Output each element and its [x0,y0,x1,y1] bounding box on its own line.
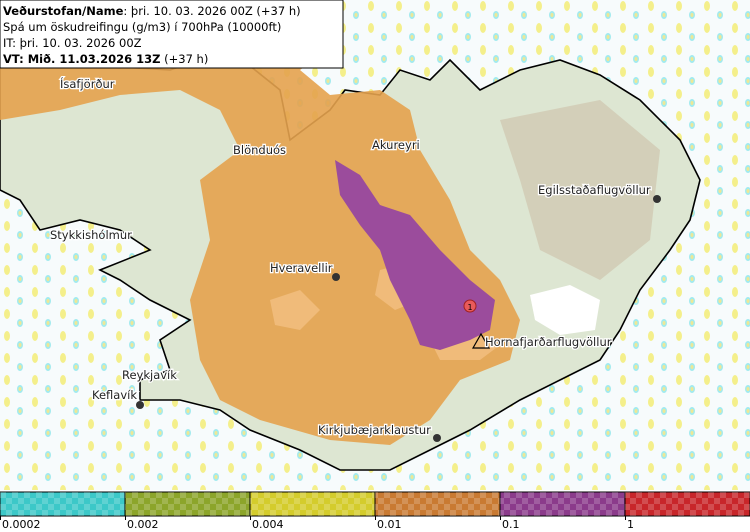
place-name: Blönduós [233,143,286,157]
place-name: Keflavík [92,388,137,402]
place-name: Egilsstaðaflugvöllur [538,183,651,197]
highland [500,100,660,280]
source: Veðurstofan/Name [3,4,124,18]
colorbar-checker [625,492,750,516]
place-name: Reykjavík [122,368,177,382]
colorbar-checker [0,492,125,516]
header-box [0,0,344,69]
colorbar-checker [375,492,500,516]
ash-orange [0,0,520,445]
places: Ísafjörður Blönduós Akureyri Egilsstaðaflug… [49,75,661,442]
header-line: Veðurstofan/Name: þri. 10. 03. 2026 00Z … [3,4,301,18]
place-dot [332,273,340,281]
volcano [471,332,491,349]
valid-offset: (+37 h) [160,52,208,66]
colorbar-tick-label: 0.002 [127,518,159,531]
colorbar-checker [125,492,250,516]
colorbar-tick-label: 0.0002 [2,518,41,531]
place-name: Hornafjarðarflugvöllur [485,335,612,349]
place-dot [653,195,661,203]
volcano-icon [471,332,491,349]
place-name: Stykkishólmur [50,228,132,242]
colorbar-tick-label: 0.01 [377,518,402,531]
colorbar: 0.0002 0.002 0.004 0.01 0.1 1 [0,491,750,531]
volcano-label: 1 [467,303,472,312]
header-line: VT: Mið. 11.03.2026 13Z (+37 h) [3,52,208,66]
ash-purple [335,160,495,350]
colorbar-checker [250,492,375,516]
ash-light [270,262,500,360]
volcano-marker [463,299,477,313]
glacier [530,285,600,335]
place-dot [136,401,144,409]
run: : þri. 10. 03. 2026 00Z (+37 h) [123,4,300,18]
valid-time: VT: Mið. 11.03.2026 13Z [3,52,160,66]
place-name: Akureyri [372,138,420,152]
product: Spá um öskudreifingu (g/m3) í 700hPa (10… [3,20,281,34]
issue-time: IT: þri. 10. 03. 2026 00Z [3,36,142,50]
colorbar-tick-label: 0.1 [502,518,520,531]
colorbar-checker [500,492,625,516]
place-dot [433,434,441,442]
place-name: Hveravellir [270,261,333,275]
colorbar-tick-label: 0.004 [252,518,284,531]
colorbar-tick-label: 1 [627,518,634,531]
place-name: Kirkjubæjarklaustur [318,423,431,437]
place-name: Ísafjörður [60,76,115,91]
